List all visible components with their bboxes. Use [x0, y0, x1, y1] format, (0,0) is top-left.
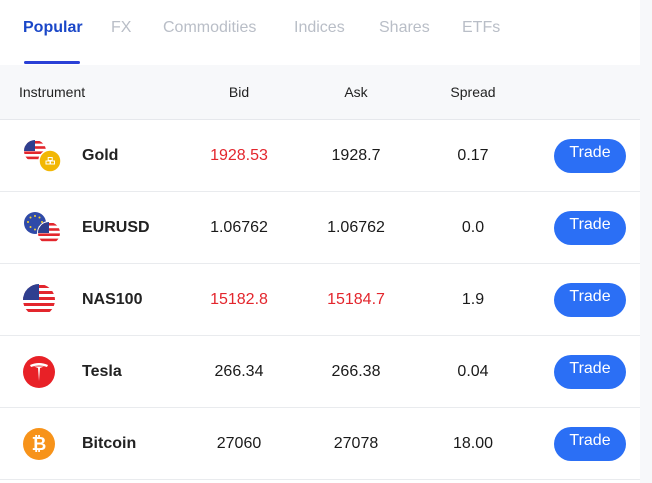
table-row[interactable]: EURUSD 1.06762 1.06762 0.0 Trade	[0, 192, 640, 264]
ask-value: 1.06762	[327, 219, 385, 236]
ask-value: 27078	[333, 435, 379, 452]
column-header-spread: Spread	[450, 84, 496, 100]
bid-value: 1928.53	[210, 147, 268, 164]
us-flag-icon	[23, 284, 55, 316]
instrument-name: EURUSD	[82, 219, 150, 236]
tab-fx[interactable]: FX	[111, 19, 132, 36]
bid-value: 266.34	[214, 363, 264, 380]
table-row[interactable]: NAS100 15182.8 15184.7 1.9 Trade	[0, 264, 640, 336]
spread-value: 1.9	[461, 291, 485, 308]
tab-etfs[interactable]: ETFs	[462, 19, 501, 36]
trade-button[interactable]: Trade	[554, 139, 626, 173]
instrument-name: NAS100	[82, 291, 143, 308]
column-header-ask: Ask	[344, 84, 368, 100]
instrument-name: Gold	[82, 147, 119, 164]
bid-value: 27060	[216, 435, 262, 452]
trade-button[interactable]: Trade	[554, 427, 626, 461]
bid-value: 15182.8	[210, 291, 268, 308]
bitcoin-icon: ₿	[23, 428, 55, 460]
trade-button[interactable]: Trade	[554, 211, 626, 245]
category-tabs: Popular FX Commodities Indices Shares ET…	[0, 0, 640, 65]
trade-button[interactable]: Trade	[554, 283, 626, 317]
eur-usd-flags-icon	[24, 212, 61, 245]
table-row[interactable]: ₿ Bitcoin 27060 27078 18.00 Trade	[0, 408, 640, 480]
active-tab-indicator	[24, 61, 80, 64]
column-header-bid: Bid	[228, 84, 250, 100]
tab-indices[interactable]: Indices	[294, 19, 345, 36]
trade-button[interactable]: Trade	[554, 355, 626, 389]
spread-value: 0.04	[457, 363, 489, 380]
ask-value: 266.38	[331, 363, 381, 380]
ask-value: 1928.7	[331, 147, 381, 164]
spread-value: 0.17	[457, 147, 489, 164]
table-header: Instrument Bid Ask Spread	[0, 65, 640, 120]
tab-shares[interactable]: Shares	[379, 19, 430, 36]
tab-commodities[interactable]: Commodities	[163, 19, 257, 36]
ask-value: 15184.7	[327, 291, 385, 308]
instrument-name: Tesla	[82, 363, 122, 380]
tesla-logo-icon	[23, 356, 55, 388]
table-row[interactable]: Tesla 266.34 266.38 0.04 Trade	[0, 336, 640, 408]
tab-popular[interactable]: Popular	[23, 19, 83, 36]
instrument-name: Bitcoin	[82, 435, 137, 452]
column-header-instrument: Instrument	[19, 84, 86, 100]
spread-value: 0.0	[461, 219, 485, 236]
table-row[interactable]: Gold 1928.53 1928.7 0.17 Trade	[0, 120, 640, 192]
svg-text:₿: ₿	[32, 434, 47, 455]
bid-value: 1.06762	[210, 219, 268, 236]
usd-gold-icon	[24, 140, 62, 173]
spread-value: 18.00	[452, 435, 494, 452]
